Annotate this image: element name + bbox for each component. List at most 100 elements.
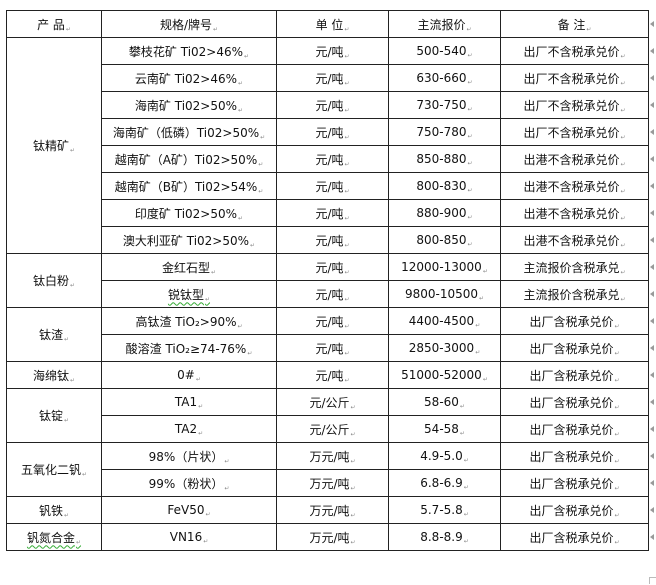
note-cell: 主流报价含税承兑 — [500, 253, 649, 281]
product-name: 五氧化二钒 — [21, 463, 87, 477]
price: 54-58 — [424, 422, 465, 436]
unit-cell: 元/吨 — [276, 307, 389, 335]
price-cell: 51000-52000 — [388, 361, 501, 389]
note: 出厂不含税承兑价 — [523, 45, 625, 59]
spec-cell: VN16 — [101, 523, 277, 551]
unit-cell: 元/吨 — [276, 145, 389, 173]
price: 800-830 — [416, 179, 472, 193]
note: 出厂含税承兑价 — [529, 504, 619, 518]
price: 750-780 — [416, 125, 472, 139]
price: 500-540 — [416, 44, 472, 58]
end-of-row-mark-icon — [650, 129, 654, 135]
spec: 金红石型 — [162, 261, 216, 275]
table-row: 锐钛型 元/吨 9800-10500 主流报价含税承兑 — [7, 280, 649, 308]
note-cell: 出厂不含税承兑价 — [500, 91, 649, 119]
note: 出港不含税承兑价 — [523, 234, 625, 248]
table-row: 海南矿（低磷）Ti02>50% 元/吨 750-780 出厂不含税承兑价 — [7, 118, 649, 146]
header-unit: 单 位 — [276, 10, 389, 38]
price: 630-660 — [416, 71, 472, 85]
unit-cell: 元/吨 — [276, 334, 389, 362]
price-cell: 5.7-5.8 — [388, 496, 501, 524]
price: 730-750 — [416, 98, 472, 112]
price: 9800-10500 — [405, 287, 484, 301]
price-cell: 4400-4500 — [388, 307, 501, 335]
end-of-row-mark-icon — [650, 453, 654, 459]
table-row: 钛白粉金红石型元/吨12000-13000主流报价含税承兑 — [6, 253, 649, 308]
spec-cell: 越南矿（A矿）Ti02>50% — [101, 145, 277, 173]
price-cell: 8.8-8.9 — [388, 523, 501, 551]
note-cell: 出厂不含税承兑价 — [500, 37, 649, 65]
product-name: 钛渣 — [39, 328, 69, 342]
price-cell: 6.8-6.9 — [388, 469, 501, 497]
price: 4400-4500 — [409, 314, 480, 328]
price-cell: 4.9-5.0 — [388, 442, 501, 470]
price: 850-880 — [416, 152, 472, 166]
note-cell: 出厂不含税承兑价 — [500, 64, 649, 92]
unit-cell: 元/吨 — [276, 118, 389, 146]
end-of-row-mark-icon — [650, 372, 654, 378]
price: 51000-52000 — [401, 368, 488, 382]
table-row: 海绵钛 0# 元/吨 51000-52000 出厂含税承兑价 — [6, 361, 649, 389]
spec: 酸溶渣 TiO₂≥74-76% — [126, 342, 253, 356]
price: 2850-3000 — [409, 341, 480, 355]
spec-cell: 酸溶渣 TiO₂≥74-76% — [101, 334, 277, 362]
spec: 锐钛型 — [168, 288, 210, 302]
table-row: 钒氮合金 VN16 万元/吨 8.8-8.9 出厂含税承兑价 — [6, 523, 649, 551]
note: 出港不含税承兑价 — [523, 153, 625, 167]
header-product: 产 品 — [6, 10, 102, 38]
price: 8.8-8.9 — [420, 530, 469, 544]
table-body: 钛精矿攀枝花矿 Ti02>46%元/吨500-540出厂不含税承兑价云南矿 Ti… — [6, 37, 649, 551]
table-row: 五氧化二钒 98%（片状） 万元/吨 4.9-5.0 出厂含税承兑价 — [6, 442, 649, 497]
product-name: 钛精矿 — [33, 139, 75, 153]
end-of-row-mark-icon — [650, 426, 654, 432]
unit-cell: 元/公斤 — [276, 415, 389, 443]
unit-cell: 元/吨 — [276, 280, 389, 308]
note-cell: 出厂不含税承兑价 — [500, 118, 649, 146]
spec: TA2 — [175, 422, 203, 436]
note: 出厂含税承兑价 — [529, 531, 619, 545]
unit: 元/吨 — [315, 153, 349, 167]
unit-cell: 元/吨 — [276, 199, 389, 227]
table-row: 钛渣 高钛渣 TiO₂>90% 元/吨 4400-4500 出厂含税承兑价 — [6, 307, 649, 362]
spec-cell: 海南矿 Ti02>50% — [101, 91, 277, 119]
table-row: 钒铁 FeV50 万元/吨 5.7-5.8 出厂含税承兑价 — [6, 496, 649, 524]
product-name-cell: 钛白粉 — [6, 253, 102, 308]
price-table: 产 品 规格/牌号 单 位 主流报价 备 注 钛精矿 攀枝花矿 Ti02>46% 元… — [6, 10, 649, 551]
unit-cell: 万元/吨 — [276, 496, 389, 524]
spec-cell: 99%（粉状） — [101, 469, 277, 497]
note: 出厂含税承兑价 — [529, 423, 619, 437]
spec-cell: 云南矿 Ti02>46% — [101, 64, 277, 92]
unit-cell: 万元/吨 — [276, 523, 389, 551]
spec: 海南矿 Ti02>50% — [135, 99, 243, 113]
unit-cell: 元/公斤 — [276, 388, 389, 416]
spec-cell: 锐钛型 — [101, 280, 277, 308]
end-of-row-mark-icon — [650, 399, 654, 405]
spec: 云南矿 Ti02>46% — [135, 72, 243, 86]
header-spec: 规格/牌号 — [101, 10, 277, 38]
end-of-row-mark-icon — [650, 345, 654, 351]
table-row: 钛锭 TA1 元/公斤 58-60 出厂含税承兑价 — [6, 388, 649, 443]
unit: 元/吨 — [315, 261, 349, 275]
price-cell: 58-60 — [388, 388, 501, 416]
price-cell: 630-660 — [388, 64, 501, 92]
header-row: 产 品 规格/牌号 单 位 主流报价 备 注 — [6, 10, 649, 38]
unit: 元/吨 — [315, 180, 349, 194]
end-of-row-mark-icon — [650, 534, 654, 540]
product-name: 钒氮合金 — [27, 531, 81, 545]
unit-cell: 万元/吨 — [276, 442, 389, 470]
note: 出厂含税承兑价 — [529, 450, 619, 464]
unit: 元/吨 — [315, 99, 349, 113]
table-row: 印度矿 Ti02>50% 元/吨 880-900 出港不含税承兑价 — [7, 199, 649, 227]
note: 出厂含税承兑价 — [529, 477, 619, 491]
end-of-row-mark-icon — [650, 156, 654, 162]
product-name-cell: 钛精矿 — [6, 37, 102, 254]
table-resize-handle[interactable] — [649, 577, 656, 584]
price: 800-850 — [416, 233, 472, 247]
unit: 万元/吨 — [309, 450, 355, 464]
price-cell: 54-58 — [388, 415, 501, 443]
note: 出厂含税承兑价 — [529, 396, 619, 410]
spec: 0# — [177, 368, 201, 382]
spec-cell: 澳大利亚矿 Ti02>50% — [101, 226, 277, 254]
note: 出厂含税承兑价 — [529, 315, 619, 329]
note-cell: 出港不含税承兑价 — [500, 172, 649, 200]
